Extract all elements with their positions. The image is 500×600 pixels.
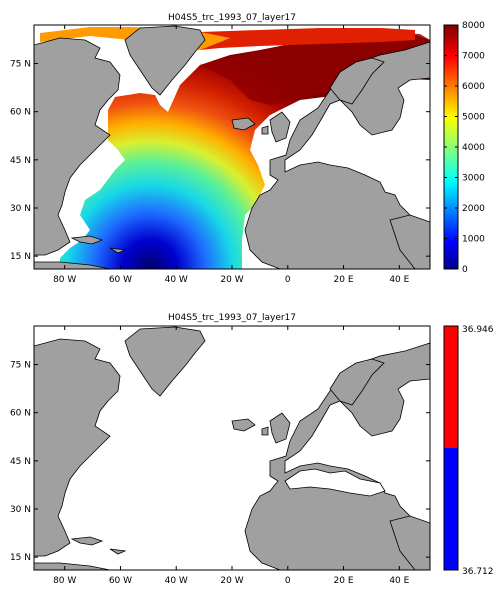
y-tick-label: 60 N [10, 108, 31, 118]
x-tick-label: 20 W [220, 576, 243, 586]
caribbean [70, 536, 127, 555]
y-tick-label: 75 N [10, 60, 31, 70]
bottom-chart-panel: H04S5_trc_1993_07_layer17 80 W 60 W 40 W 20… [0, 300, 500, 600]
y-tick-label: 15 N [10, 553, 31, 563]
chart-title: H04S5_trc_1993_07_layer17 [168, 313, 296, 323]
x-tick-label: 80 W [53, 275, 76, 285]
bottom-chart-svg: H04S5_trc_1993_07_layer17 80 W 60 W 40 W 20… [10, 313, 494, 586]
x-tick-label: 40 E [389, 576, 409, 586]
colorbar-lower [444, 448, 458, 570]
arabia [389, 214, 430, 269]
map-area [34, 326, 430, 570]
y-tick-label: 15 N [10, 252, 31, 262]
colorbar-tick-label: 1000 [462, 235, 485, 245]
x-tick-label: 60 W [109, 576, 132, 586]
north-america [34, 338, 121, 557]
colorbar-min-label: 36.712 [462, 567, 494, 577]
tracer-field-arctic-red [200, 28, 415, 50]
colorbar-tick-label: 0 [462, 265, 468, 275]
europe-africa [244, 41, 430, 269]
south-america [34, 562, 111, 570]
bottom-axes: 80 W 60 W 40 W 20 W 0 20 E 40 E 15 N 30 N 45 N 60 … [10, 326, 430, 586]
colorbar-tick-label: 7000 [462, 52, 485, 62]
x-tick-label: 40 E [389, 275, 409, 285]
british-isles [261, 111, 291, 143]
top-axes: 80 W 60 W 40 W 20 W 0 20 E 40 E 15 N 30 N 45 N 60 … [10, 25, 430, 285]
x-tick-label: 20 W [220, 275, 243, 285]
land-bottom [34, 326, 430, 570]
x-tick-label: 60 W [109, 275, 132, 285]
arabia [389, 515, 430, 570]
colorbar-ticks: 0 1000 2000 3000 4000 5000 6000 7000 8000 [444, 21, 485, 275]
south-america [34, 261, 111, 269]
x-tick-label: 0 [285, 275, 291, 285]
colorbar-tick-label: 8000 [462, 21, 485, 31]
iceland [231, 117, 256, 131]
colorbar-upper [444, 326, 458, 448]
top-chart-panel: H04S5_trc_1993_07_layer17 [10, 13, 485, 285]
scandinavia [329, 358, 385, 406]
colorbar-frame [443, 325, 459, 571]
y-tick-label: 60 N [10, 409, 31, 419]
y-tick-label: 45 N [10, 457, 31, 467]
y-tick-label: 45 N [10, 156, 31, 166]
x-tick-label: 40 W [165, 576, 188, 586]
top-chart-svg: H04S5_trc_1993_07_layer17 [10, 13, 485, 285]
mediterranean-sea [284, 468, 386, 497]
land-top [34, 25, 430, 269]
y-tick-label: 30 N [10, 204, 31, 214]
map-area [34, 25, 430, 269]
colorbar-tick-label: 4000 [462, 143, 485, 153]
x-tick-label: 20 E [334, 576, 354, 586]
iceland [231, 418, 256, 432]
chart-title: H04S5_trc_1993_07_layer17 [168, 13, 296, 23]
british-isles [261, 412, 291, 444]
x-tick-label: 40 W [165, 275, 188, 285]
colorbar-max-label: 36.946 [462, 325, 494, 335]
colorbar-tick-label: 2000 [462, 204, 485, 214]
scandinavia [329, 57, 385, 105]
caribbean [70, 235, 127, 254]
x-tick-label: 0 [285, 576, 291, 586]
greenland [124, 326, 206, 397]
colorbar-tick-label: 3000 [462, 174, 485, 184]
colorbar-tick-label: 6000 [462, 82, 485, 92]
colorbar-tick-label: 5000 [462, 113, 485, 123]
greenland [124, 25, 206, 96]
x-tick-label: 20 E [334, 275, 354, 285]
tracer-field-north [200, 32, 430, 105]
y-tick-label: 30 N [10, 505, 31, 515]
north-america [34, 37, 121, 256]
europe-africa [244, 342, 430, 570]
y-tick-label: 75 N [10, 361, 31, 371]
x-tick-label: 80 W [53, 576, 76, 586]
